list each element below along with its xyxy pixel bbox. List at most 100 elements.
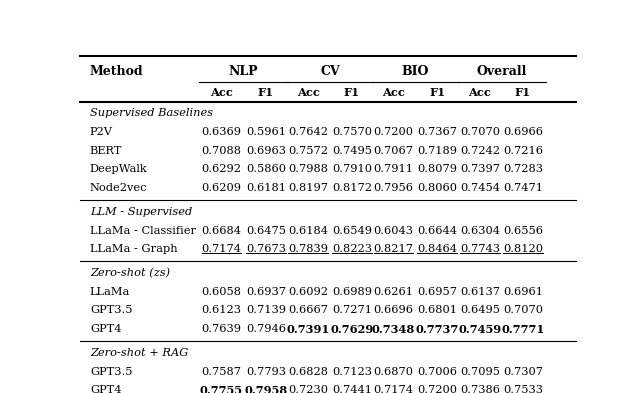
Text: 0.7642: 0.7642 xyxy=(288,127,328,137)
Text: 0.6292: 0.6292 xyxy=(202,164,241,174)
Text: 0.8464: 0.8464 xyxy=(417,244,457,254)
Text: F1: F1 xyxy=(515,87,531,98)
Text: 0.7839: 0.7839 xyxy=(288,244,328,254)
Text: 0.7174: 0.7174 xyxy=(202,244,241,254)
Text: 0.7139: 0.7139 xyxy=(246,305,286,316)
Text: NLP: NLP xyxy=(229,65,259,78)
Text: 0.5961: 0.5961 xyxy=(246,127,286,137)
Text: LLM - Supervised: LLM - Supervised xyxy=(90,207,192,217)
Text: 0.7673: 0.7673 xyxy=(246,244,286,254)
Text: 0.6123: 0.6123 xyxy=(202,305,241,316)
Text: 0.7743: 0.7743 xyxy=(460,244,500,254)
Text: Supervised Baselines: Supervised Baselines xyxy=(90,108,213,118)
Text: Zero-shot (zs): Zero-shot (zs) xyxy=(90,268,170,278)
Text: 0.7367: 0.7367 xyxy=(417,127,457,137)
Text: 0.7737: 0.7737 xyxy=(415,324,459,335)
Text: 0.6369: 0.6369 xyxy=(202,127,241,137)
Text: 0.7946: 0.7946 xyxy=(246,324,286,334)
Text: 0.7629: 0.7629 xyxy=(330,324,373,335)
Text: 0.7454: 0.7454 xyxy=(460,183,500,193)
Text: GPT4: GPT4 xyxy=(90,385,122,393)
Text: F1: F1 xyxy=(258,87,274,98)
Text: 0.7067: 0.7067 xyxy=(374,146,413,156)
Text: 0.7070: 0.7070 xyxy=(503,305,543,316)
Text: LLaMa: LLaMa xyxy=(90,286,131,297)
Text: 0.7397: 0.7397 xyxy=(460,164,500,174)
Text: 0.6058: 0.6058 xyxy=(202,286,241,297)
Text: 0.8120: 0.8120 xyxy=(503,244,543,254)
Text: 0.7771: 0.7771 xyxy=(501,324,545,335)
Text: 0.7441: 0.7441 xyxy=(332,385,372,393)
Text: 0.7911: 0.7911 xyxy=(374,164,413,174)
Text: 0.6184: 0.6184 xyxy=(288,226,328,235)
Text: 0.6684: 0.6684 xyxy=(202,226,241,235)
Text: F1: F1 xyxy=(429,87,445,98)
Text: CV: CV xyxy=(320,65,340,78)
Text: 0.6549: 0.6549 xyxy=(332,226,372,235)
Text: 0.7570: 0.7570 xyxy=(332,127,372,137)
Text: 0.7495: 0.7495 xyxy=(332,146,372,156)
Text: Acc: Acc xyxy=(382,87,405,98)
Text: 0.7910: 0.7910 xyxy=(332,164,372,174)
Text: LLaMa - Graph: LLaMa - Graph xyxy=(90,244,177,254)
Text: 0.7587: 0.7587 xyxy=(202,367,241,376)
Text: Overall: Overall xyxy=(476,65,527,78)
Text: 0.7459: 0.7459 xyxy=(458,324,501,335)
Text: 0.8197: 0.8197 xyxy=(288,183,328,193)
Text: 0.7572: 0.7572 xyxy=(288,146,328,156)
Text: 0.7200: 0.7200 xyxy=(417,385,457,393)
Text: Zero-shot + RAG: Zero-shot + RAG xyxy=(90,348,188,358)
Text: 0.7271: 0.7271 xyxy=(332,305,372,316)
Text: 0.7088: 0.7088 xyxy=(202,146,241,156)
Text: 0.7006: 0.7006 xyxy=(417,367,457,376)
Text: 0.8060: 0.8060 xyxy=(417,183,457,193)
Text: 0.6137: 0.6137 xyxy=(460,286,500,297)
Text: GPT3.5: GPT3.5 xyxy=(90,367,132,376)
Text: 0.6696: 0.6696 xyxy=(374,305,413,316)
Text: 0.7391: 0.7391 xyxy=(287,324,330,335)
Text: F1: F1 xyxy=(344,87,360,98)
Text: Acc: Acc xyxy=(210,87,233,98)
Text: GPT3.5: GPT3.5 xyxy=(90,305,132,316)
Text: 0.7639: 0.7639 xyxy=(202,324,241,334)
Text: 0.6043: 0.6043 xyxy=(374,226,413,235)
Text: Acc: Acc xyxy=(468,87,492,98)
Text: P2V: P2V xyxy=(90,127,113,137)
Text: 0.7095: 0.7095 xyxy=(460,367,500,376)
Text: 0.6989: 0.6989 xyxy=(332,286,372,297)
Text: 0.7533: 0.7533 xyxy=(503,385,543,393)
Text: 0.8223: 0.8223 xyxy=(332,244,372,254)
Text: 0.7216: 0.7216 xyxy=(503,146,543,156)
Text: 0.6961: 0.6961 xyxy=(503,286,543,297)
Text: 0.6209: 0.6209 xyxy=(202,183,241,193)
Text: 0.7070: 0.7070 xyxy=(460,127,500,137)
Text: 0.8079: 0.8079 xyxy=(417,164,457,174)
Text: 0.6644: 0.6644 xyxy=(417,226,457,235)
Text: 0.6495: 0.6495 xyxy=(460,305,500,316)
Text: LLaMa - Classifier: LLaMa - Classifier xyxy=(90,226,196,235)
Text: 0.7956: 0.7956 xyxy=(374,183,413,193)
Text: 0.7307: 0.7307 xyxy=(503,367,543,376)
Text: 0.7958: 0.7958 xyxy=(244,385,287,393)
Text: BIO: BIO xyxy=(402,65,429,78)
Text: 0.7123: 0.7123 xyxy=(332,367,372,376)
Text: 0.6828: 0.6828 xyxy=(288,367,328,376)
Text: Method: Method xyxy=(90,65,143,78)
Text: 0.6963: 0.6963 xyxy=(246,146,286,156)
Text: 0.6261: 0.6261 xyxy=(374,286,413,297)
Text: 0.7200: 0.7200 xyxy=(374,127,413,137)
Text: 0.7283: 0.7283 xyxy=(503,164,543,174)
Text: 0.6667: 0.6667 xyxy=(288,305,328,316)
Text: 0.7386: 0.7386 xyxy=(460,385,500,393)
Text: 0.7988: 0.7988 xyxy=(288,164,328,174)
Text: 0.6957: 0.6957 xyxy=(417,286,457,297)
Text: 0.5860: 0.5860 xyxy=(246,164,286,174)
Text: GPT4: GPT4 xyxy=(90,324,122,334)
Text: 0.8217: 0.8217 xyxy=(374,244,413,254)
Text: 0.6556: 0.6556 xyxy=(503,226,543,235)
Text: 0.7471: 0.7471 xyxy=(503,183,543,193)
Text: 0.6304: 0.6304 xyxy=(460,226,500,235)
Text: 0.6475: 0.6475 xyxy=(246,226,286,235)
Text: 0.7174: 0.7174 xyxy=(374,385,413,393)
Text: 0.7793: 0.7793 xyxy=(246,367,286,376)
